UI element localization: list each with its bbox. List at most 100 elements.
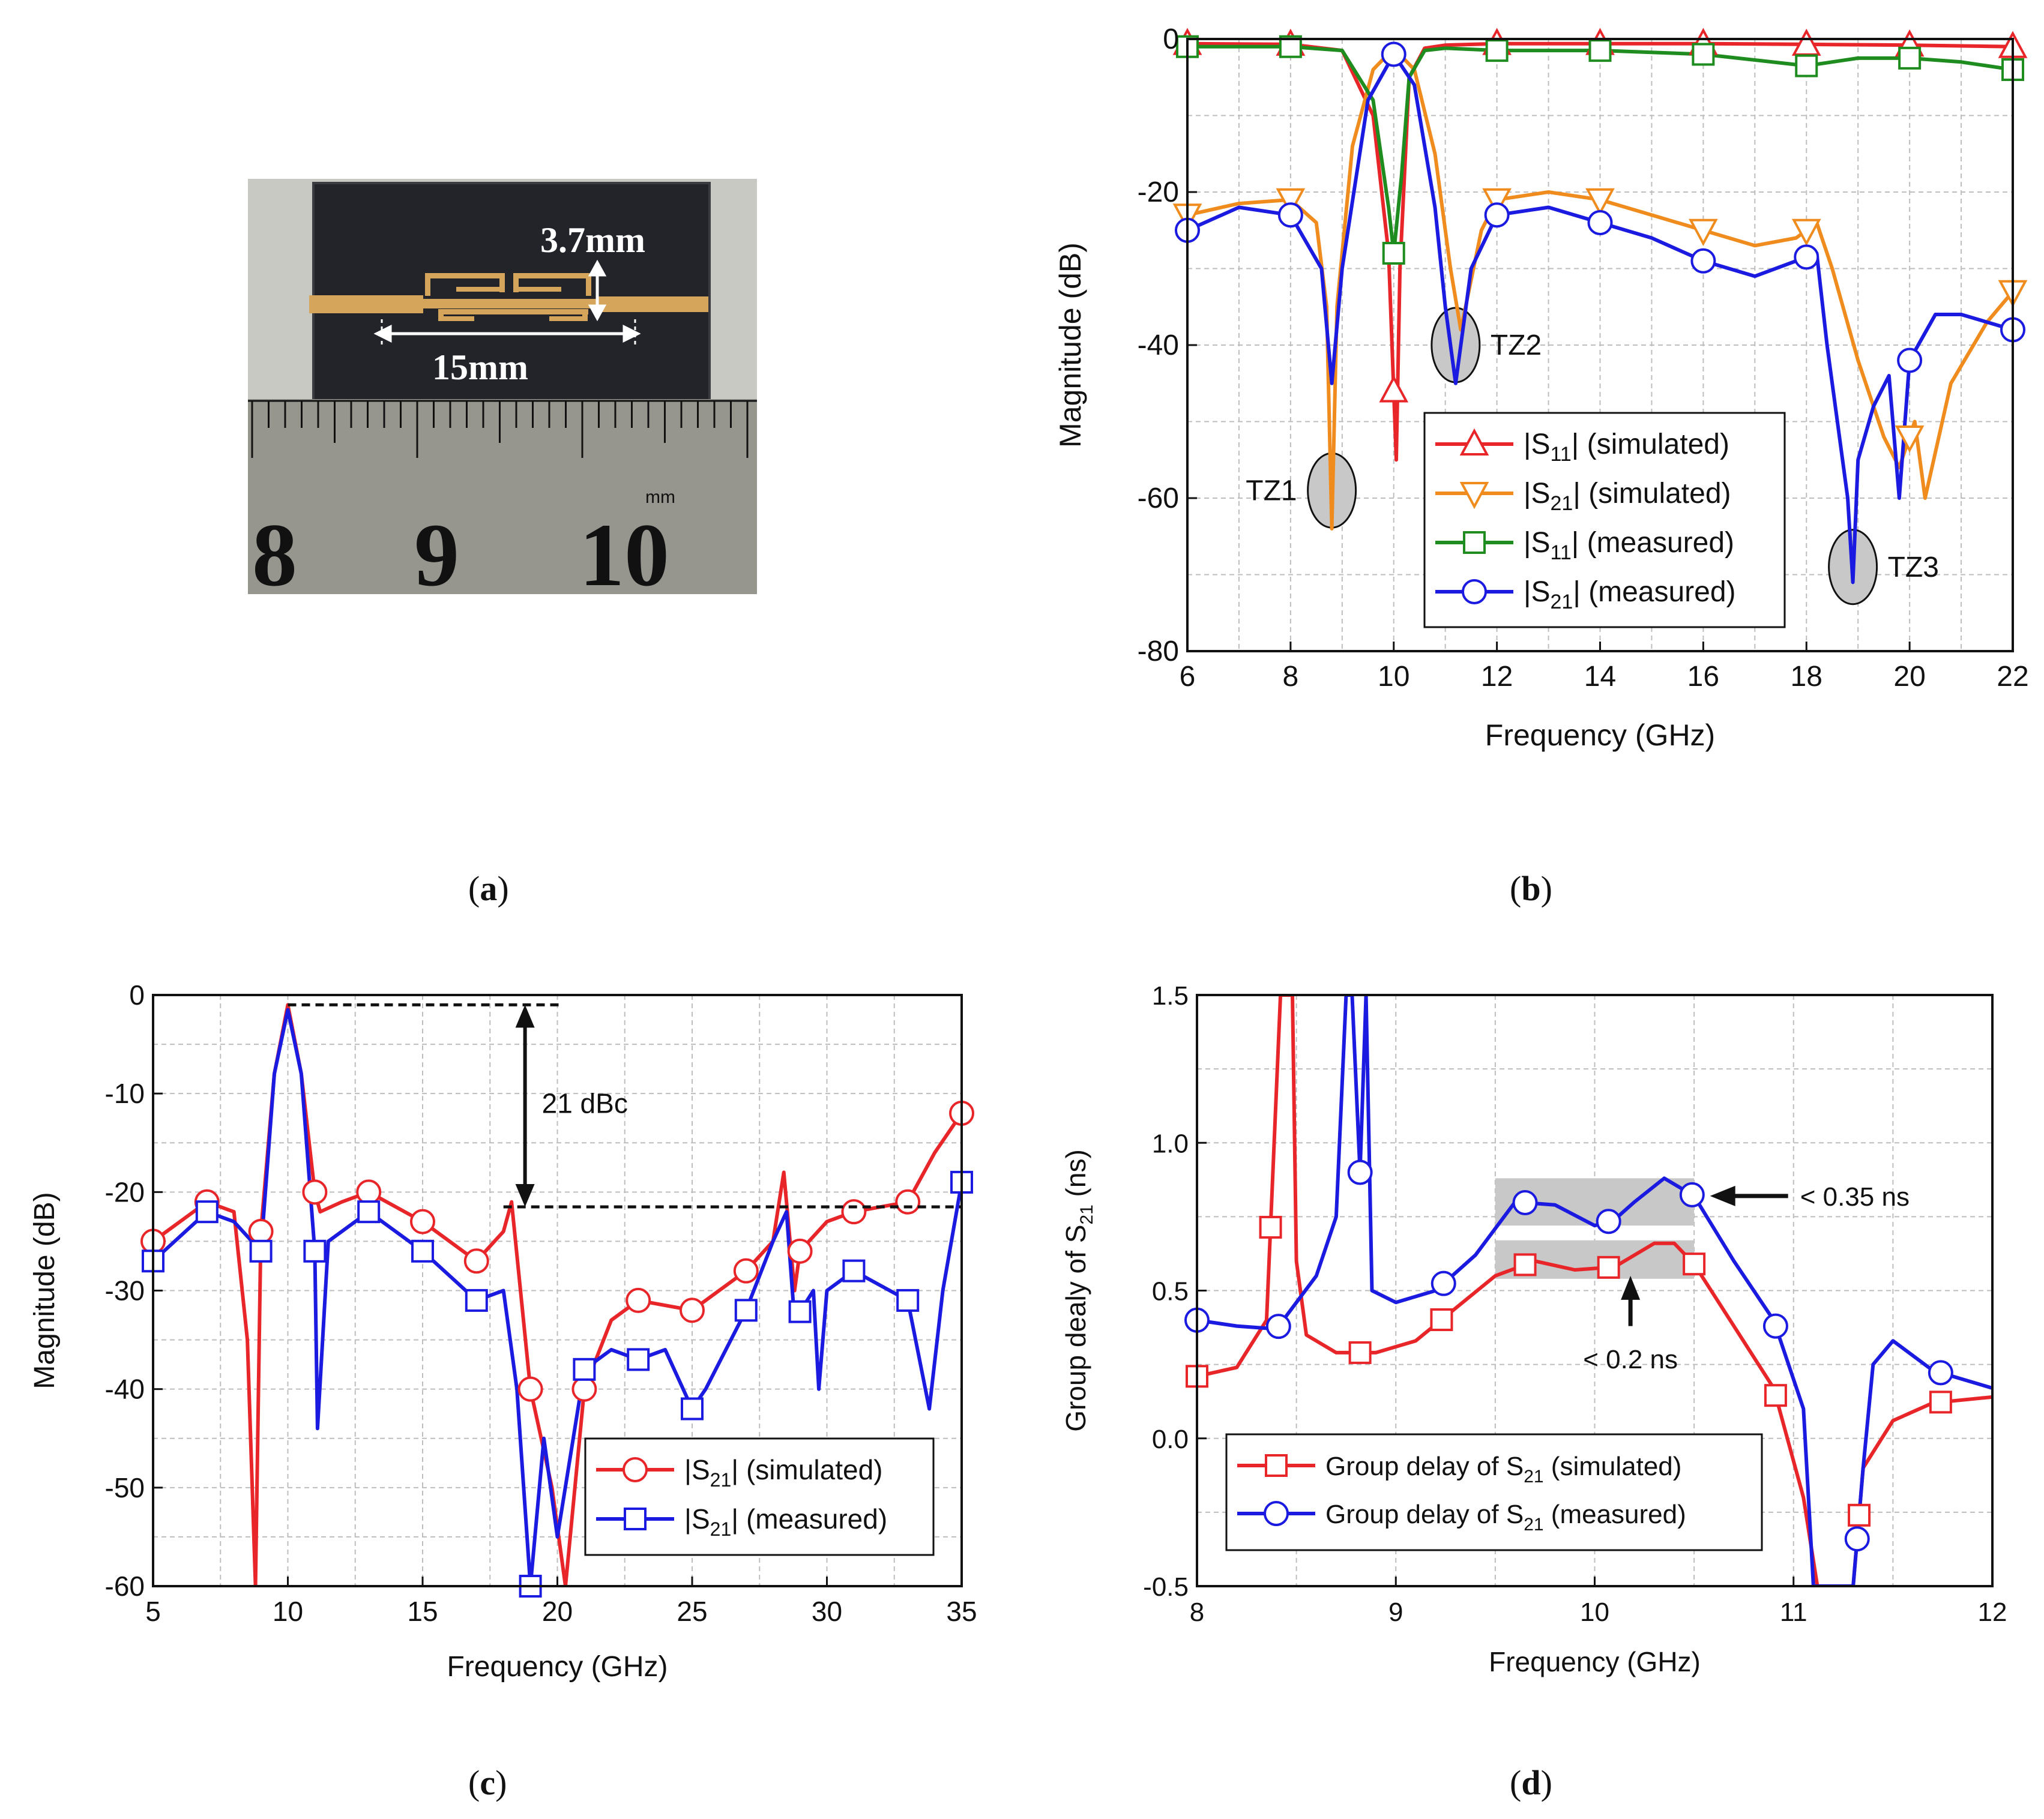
series-marker-0 xyxy=(1683,1252,1706,1276)
x-axis-title: Frequency (GHz) xyxy=(1485,718,1715,752)
series-marker-0 xyxy=(1430,1308,1453,1332)
legend-label-state: | (measured) xyxy=(1572,527,1734,559)
y-tick-label: -80 xyxy=(1138,636,1179,667)
panel-label-d: (d) xyxy=(1510,1763,1552,1802)
x-tick-label: 10 xyxy=(1378,661,1409,693)
y-axis-title: Group dealy of S21 (ns) xyxy=(1060,1149,1097,1432)
x-tick-label: 22 xyxy=(1997,661,2028,693)
series-marker-1 xyxy=(627,1348,650,1371)
y-tick-label: -20 xyxy=(1138,176,1179,208)
legend-label-sub: 21 xyxy=(1524,1515,1543,1535)
y-tick-label: -50 xyxy=(105,1472,145,1503)
x-tick-label: 14 xyxy=(1584,661,1616,693)
x-tick-label: 8 xyxy=(1190,1598,1204,1627)
series-marker-3 xyxy=(1484,202,1510,228)
legend-swatch-marker xyxy=(1264,1501,1289,1526)
y-tick-label: -10 xyxy=(105,1078,145,1109)
series-marker-2 xyxy=(1382,242,1405,265)
panel-label-a: (a) xyxy=(468,869,509,908)
series-marker-2 xyxy=(1795,54,1818,77)
annotation-02ns: < 0.2 ns xyxy=(1583,1345,1678,1374)
annotation-21dbc: 21 dBc xyxy=(542,1088,628,1119)
y-tick-label: -0.5 xyxy=(1143,1572,1189,1602)
x-tick-label: 12 xyxy=(1978,1598,2007,1627)
series-marker-0 xyxy=(410,1209,435,1234)
series-marker-0 xyxy=(895,1189,921,1215)
ruler-number-10: 10 xyxy=(579,505,669,605)
series-marker-3 xyxy=(1690,248,1716,274)
y-axis-title: Magnitude (dB) xyxy=(29,1192,61,1389)
series-marker-0 xyxy=(1848,1503,1871,1527)
y-tick-label: -40 xyxy=(1138,329,1179,361)
series-marker-1 xyxy=(1762,1313,1788,1339)
x-tick-label: 30 xyxy=(812,1596,842,1627)
series-marker-1 xyxy=(1265,1314,1291,1339)
series-marker-0 xyxy=(626,1287,651,1313)
series-marker-1 xyxy=(1585,188,1615,215)
legend-label: Group delay of S21 (simulated) xyxy=(1325,1452,1681,1487)
legend-label-state: (simulated) xyxy=(1544,1452,1682,1481)
series-marker-0 xyxy=(356,1179,382,1205)
series-marker-0 xyxy=(733,1258,759,1284)
series-marker-0 xyxy=(517,1376,543,1402)
series-marker-0 xyxy=(1379,375,1409,403)
series-marker-1 xyxy=(249,1239,273,1263)
legend-swatch-marker xyxy=(1459,428,1489,456)
legend-box xyxy=(1225,1433,1763,1551)
series-marker-0 xyxy=(1348,1341,1372,1364)
series-marker-0 xyxy=(463,1248,489,1274)
filter-trace xyxy=(309,273,708,321)
y-axis-title: Magnitude (dB) xyxy=(1054,242,1087,448)
y-tick-label: 0 xyxy=(129,979,145,1011)
chart-d: 8 9 10 11 12 -0.5 0.0 0.5 1.0 1.5 Frequency (GHz) G… xyxy=(1060,981,2007,1677)
panel-label-b: (b) xyxy=(1510,869,1552,908)
legend-label-main: Group delay of S xyxy=(1325,1500,1524,1529)
legend-label-sub: 21 xyxy=(1550,492,1573,515)
legend-label: |S11| (measured) xyxy=(1524,527,1734,564)
series-marker-3 xyxy=(1381,41,1406,67)
series-marker-2 xyxy=(1485,39,1509,62)
legend-label-state: | (simulated) xyxy=(1572,428,1729,460)
legend-label-state: | (measured) xyxy=(731,1503,887,1535)
series-marker-1 xyxy=(681,1397,704,1421)
legend-label-main: |S xyxy=(1524,576,1550,608)
dbc-arrow-head-up xyxy=(515,1005,535,1028)
legend-label-state: | (simulated) xyxy=(731,1454,882,1485)
legend-label: |S21| (measured) xyxy=(684,1503,887,1540)
legend-box xyxy=(584,1437,935,1556)
series-marker-0 xyxy=(1259,1215,1282,1239)
x-tick-label: 18 xyxy=(1791,661,1822,693)
legend-label-sub: 21 xyxy=(1524,1467,1543,1487)
ruler-number-9: 9 xyxy=(414,505,459,605)
legend-label: |S21| (simulated) xyxy=(1524,478,1731,515)
series-marker-1 xyxy=(1512,1189,1538,1215)
x-axis-title: Frequency (GHz) xyxy=(447,1651,668,1683)
x-tick-label: 6 xyxy=(1180,661,1196,693)
x-tick-label: 5 xyxy=(145,1596,161,1627)
annotation-035ns: < 0.35 ns xyxy=(1800,1182,1910,1212)
series-marker-3 xyxy=(1277,202,1303,228)
legend-label-main: Group delay of S xyxy=(1325,1452,1524,1481)
panel-label-c: (c) xyxy=(468,1763,507,1802)
series-marker-1 xyxy=(1276,188,1306,215)
series-marker-0 xyxy=(1929,1391,1952,1414)
series-marker-1 xyxy=(411,1239,434,1263)
ruler-ticks xyxy=(248,400,757,458)
series-marker-1 xyxy=(303,1239,327,1263)
annotation-tz2: TZ2 xyxy=(1491,329,1542,361)
y-axis-title-end: (ns) xyxy=(1060,1149,1091,1204)
x-tick-label: 10 xyxy=(1580,1598,1609,1627)
y-tick-label: -40 xyxy=(105,1374,145,1405)
x-tick-label: 15 xyxy=(407,1596,438,1627)
delay-arrow-measured-head xyxy=(1710,1185,1735,1206)
ruler xyxy=(248,399,757,594)
legend-label-state: | (measured) xyxy=(1573,576,1735,608)
series-marker-1 xyxy=(465,1288,488,1312)
legend-label-main: |S xyxy=(1524,527,1550,559)
series-marker-0 xyxy=(841,1199,867,1225)
series-marker-1 xyxy=(1689,218,1718,246)
legend-swatch-marker xyxy=(1462,579,1487,604)
series-marker-3 xyxy=(1587,210,1613,235)
dimension-height-arrow xyxy=(588,259,607,322)
